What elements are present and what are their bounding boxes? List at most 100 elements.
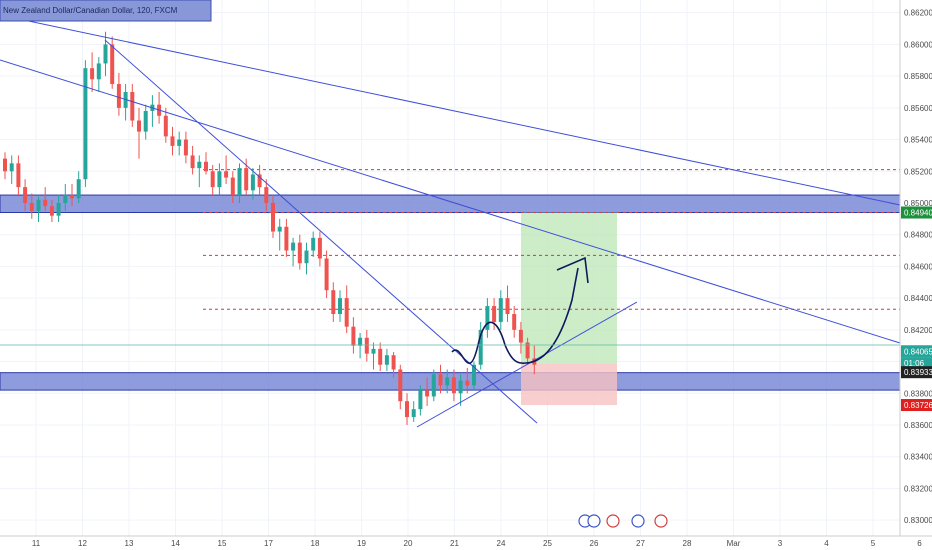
candle (411, 401, 416, 422)
candle (418, 385, 423, 416)
candle (110, 36, 115, 89)
price-tag: 0.84065 (901, 345, 932, 358)
candle (29, 193, 34, 219)
candle (425, 377, 430, 406)
x-tick-label: 6 (917, 539, 922, 548)
candle (472, 361, 476, 391)
projection-arrow-head (556, 256, 589, 284)
trendline-drawings[interactable] (0, 14, 901, 428)
candle (217, 163, 222, 196)
candle (23, 179, 28, 211)
candle (358, 333, 363, 359)
candle (324, 250, 329, 299)
event-icons[interactable] (578, 514, 668, 528)
candle (478, 321, 483, 370)
candle (170, 126, 175, 156)
x-tick-label: 21 (450, 539, 459, 548)
candle (445, 369, 450, 394)
x-tick-label: 18 (311, 539, 320, 548)
candle (150, 95, 155, 127)
candle (344, 285, 349, 334)
candle (204, 152, 208, 175)
x-tick-label: Mar (727, 539, 741, 548)
candle (43, 187, 48, 211)
candle (49, 199, 54, 223)
candle (63, 183, 68, 211)
x-tick-label: 14 (171, 539, 180, 548)
trendline-long-upper[interactable] (0, 14, 901, 206)
price-tag: 0.84940 (901, 206, 932, 219)
svg-text:0.84940: 0.84940 (904, 208, 932, 217)
candle (257, 164, 262, 196)
sr-zone (0, 372, 901, 391)
long-position-tool[interactable] (521, 212, 617, 406)
trendline-long-mid[interactable] (0, 59, 901, 344)
y-tick-label: 0.83200 (904, 484, 932, 493)
x-tick-label: 17 (264, 539, 273, 548)
candle (16, 155, 21, 196)
x-tick-label: 27 (636, 539, 645, 548)
candle (237, 163, 242, 203)
candle (331, 282, 336, 322)
candle (284, 218, 289, 257)
candle (271, 195, 275, 238)
candle (338, 290, 342, 322)
svg-text:01:06: 01:06 (904, 359, 925, 368)
candle (351, 317, 356, 354)
symbol-title-box[interactable]: New Zealand Dollar/Canadian Dollar, 120,… (0, 0, 212, 22)
x-tick-label: 24 (497, 539, 506, 548)
candle (9, 155, 14, 184)
y-tick-label: 0.83400 (904, 453, 932, 462)
x-tick-label: 20 (404, 539, 413, 548)
candle (485, 298, 490, 338)
x-tick-label: 13 (125, 539, 134, 548)
candle (190, 145, 195, 175)
price-tag: 0.83726 (901, 399, 932, 412)
time-axis[interactable]: 11 12 13 14 15 17 18 19 20 21 24 25 26 27 28 Mar 3 4 5 6 (0, 535, 932, 548)
y-tick-label: 0.85200 (904, 167, 932, 176)
symbol-title: New Zealand Dollar/Canadian Dollar, 120,… (3, 6, 178, 15)
candle (230, 171, 235, 203)
x-tick-label: 25 (543, 539, 552, 548)
candle (525, 337, 530, 365)
candle (3, 152, 7, 180)
candle (177, 131, 182, 156)
x-tick-label: 15 (218, 539, 227, 548)
x-tick-label: 5 (871, 539, 876, 548)
candle (277, 218, 282, 251)
candle (210, 164, 215, 196)
candle (405, 393, 409, 425)
x-tick-label: 19 (357, 539, 366, 548)
candle (56, 195, 61, 223)
candle (311, 231, 316, 257)
candle (163, 107, 168, 143)
trendline-support[interactable] (416, 301, 638, 428)
candle (317, 231, 322, 267)
candle (451, 369, 456, 402)
candle (505, 285, 510, 322)
candle (83, 60, 88, 188)
event-icon (654, 514, 668, 528)
trendline-steep[interactable] (104, 39, 538, 424)
x-tick-label: 12 (78, 539, 87, 548)
candle (197, 155, 202, 188)
candle (364, 329, 369, 362)
price-axis[interactable]: 0.86200 0.86000 0.85800 0.85600 0.85400 0.852… (899, 0, 932, 550)
candle (378, 342, 383, 372)
x-tick-label: 4 (824, 539, 829, 548)
y-tick-label: 0.85400 (904, 136, 932, 145)
y-tick-label: 0.84400 (904, 294, 932, 303)
candle (116, 72, 121, 116)
y-tick-label: 0.84200 (904, 326, 932, 335)
candle (492, 298, 497, 330)
y-tick-label: 0.85800 (904, 72, 932, 81)
candle (123, 84, 128, 121)
candle (498, 290, 503, 330)
y-tick-label: 0.84600 (904, 262, 932, 271)
y-tick-label: 0.85000 (904, 199, 932, 208)
candle (36, 196, 41, 223)
candle (90, 52, 95, 92)
y-tick-label: 0.83800 (904, 389, 932, 398)
y-tick-label: 0.83600 (904, 421, 932, 430)
